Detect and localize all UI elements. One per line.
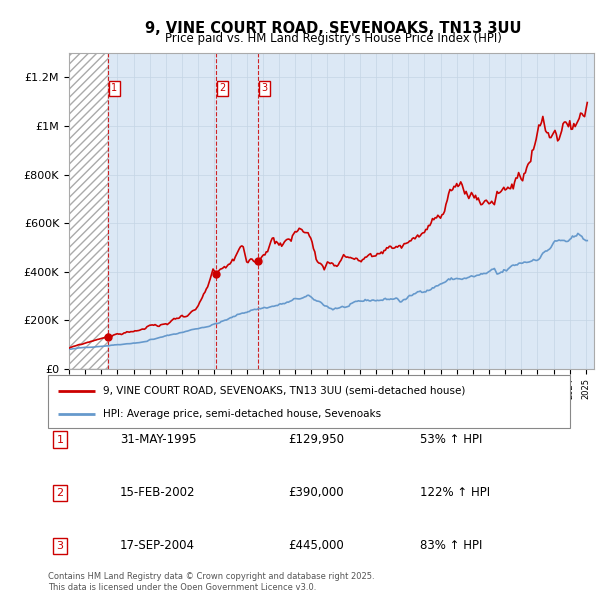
Text: 53% ↑ HPI: 53% ↑ HPI xyxy=(420,433,482,446)
Text: 17-SEP-2004: 17-SEP-2004 xyxy=(120,539,195,552)
Text: Price paid vs. HM Land Registry's House Price Index (HPI): Price paid vs. HM Land Registry's House … xyxy=(164,32,502,45)
Text: £390,000: £390,000 xyxy=(288,486,344,499)
Text: Contains HM Land Registry data © Crown copyright and database right 2025.
This d: Contains HM Land Registry data © Crown c… xyxy=(48,572,374,590)
Text: £445,000: £445,000 xyxy=(288,539,344,552)
Text: 3: 3 xyxy=(262,83,268,93)
Text: 15-FEB-2002: 15-FEB-2002 xyxy=(120,486,196,499)
Text: 2: 2 xyxy=(56,488,64,497)
Text: 122% ↑ HPI: 122% ↑ HPI xyxy=(420,486,490,499)
Text: 3: 3 xyxy=(56,541,64,550)
Text: HPI: Average price, semi-detached house, Sevenoaks: HPI: Average price, semi-detached house,… xyxy=(103,409,381,419)
Text: 83% ↑ HPI: 83% ↑ HPI xyxy=(420,539,482,552)
Bar xyxy=(69,53,108,369)
Text: 9, VINE COURT ROAD, SEVENOAKS, TN13 3UU: 9, VINE COURT ROAD, SEVENOAKS, TN13 3UU xyxy=(145,21,521,35)
Text: 1: 1 xyxy=(56,435,64,444)
Text: £129,950: £129,950 xyxy=(288,433,344,446)
Text: 9, VINE COURT ROAD, SEVENOAKS, TN13 3UU (semi-detached house): 9, VINE COURT ROAD, SEVENOAKS, TN13 3UU … xyxy=(103,386,465,395)
Text: 1: 1 xyxy=(111,83,117,93)
Text: 2: 2 xyxy=(220,83,226,93)
Text: 31-MAY-1995: 31-MAY-1995 xyxy=(120,433,197,446)
